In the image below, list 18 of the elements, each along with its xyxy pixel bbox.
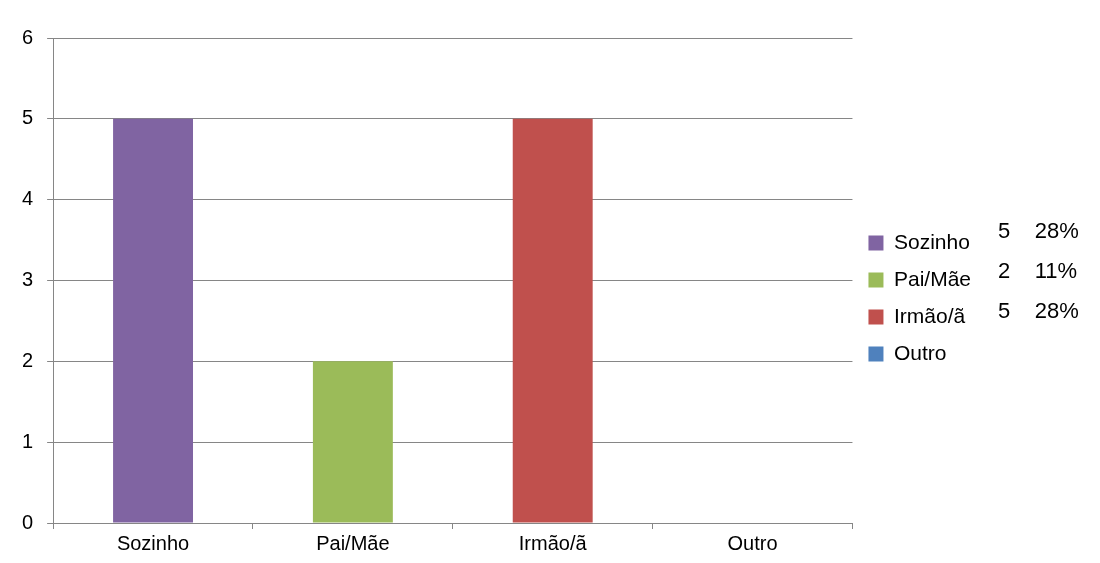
text: 5 28% xyxy=(998,298,1079,325)
x-tick-label: Sozinho xyxy=(116,531,190,554)
text: 5 28% xyxy=(998,218,1079,245)
y-tick-label: 3 xyxy=(22,268,34,291)
x-tick-label: Outro xyxy=(727,531,778,554)
legend-label: Outro xyxy=(893,340,947,364)
text: 2 11% xyxy=(998,258,1079,285)
y-tick-label: 1 xyxy=(22,429,34,452)
x-tick-label: Irmão/ã xyxy=(518,531,588,554)
y-tick-label: 5 xyxy=(22,106,34,129)
y-tick-label: 4 xyxy=(22,187,34,210)
legend-label: Pai/Mãe xyxy=(893,266,972,290)
y-tick-label: 0 xyxy=(22,510,34,533)
x-tick-label: Pai/Mãe xyxy=(316,531,390,554)
y-tick-label: 2 xyxy=(22,348,34,371)
legend-label: Sozinho xyxy=(893,229,970,253)
legend-label: Irmão/ã xyxy=(893,303,966,327)
y-tick-label: 6 xyxy=(22,25,34,48)
